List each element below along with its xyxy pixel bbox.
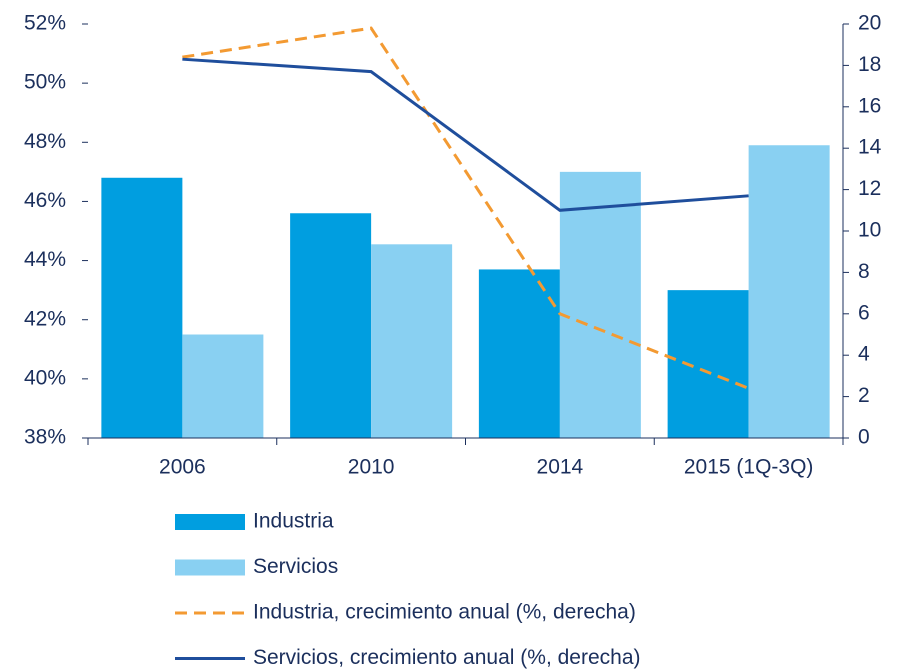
bar xyxy=(101,177,183,438)
bar xyxy=(371,244,453,438)
y2-tick-label: 20 xyxy=(858,12,881,35)
line-series xyxy=(182,26,750,390)
legend-label: Servicios xyxy=(253,555,338,578)
y2-tick-label: 12 xyxy=(858,177,881,200)
x-tick-label: 2015 (1Q-3Q) xyxy=(684,456,814,479)
y2-tick-label: 8 xyxy=(858,260,870,283)
y-tick-label: 40% xyxy=(24,366,66,389)
y2-tick-label: 0 xyxy=(858,426,870,449)
y-tick-label: 44% xyxy=(24,248,66,271)
x-tick-label: 2006 xyxy=(159,456,206,479)
bar xyxy=(478,269,560,438)
line-series xyxy=(182,57,749,212)
bar xyxy=(290,213,372,438)
legend-label: Servicios, crecimiento anual (%, derecha… xyxy=(253,646,641,669)
legend-swatch xyxy=(175,559,245,576)
bar xyxy=(748,145,830,438)
y2-tick-label: 6 xyxy=(858,301,870,324)
y2-tick-label: 16 xyxy=(858,94,881,117)
y2-tick-label: 2 xyxy=(858,384,870,407)
bar xyxy=(667,290,749,438)
y2-tick-label: 4 xyxy=(858,343,870,366)
legend-label: Industria, crecimiento anual (%, derecha… xyxy=(253,601,636,624)
y-tick-label: 46% xyxy=(24,189,66,212)
y2-tick-label: 18 xyxy=(858,53,881,76)
legend-swatch xyxy=(175,514,245,530)
y-tick-label: 42% xyxy=(24,307,66,330)
y-tick-label: 38% xyxy=(24,426,66,449)
x-tick-label: 2010 xyxy=(348,456,395,479)
y-tick-label: 48% xyxy=(24,130,66,153)
x-tick-label: 2014 xyxy=(537,456,584,479)
y-tick-label: 52% xyxy=(24,12,66,35)
y2-tick-label: 10 xyxy=(858,219,881,242)
bar xyxy=(559,171,641,438)
y2-tick-label: 14 xyxy=(858,136,882,159)
bar xyxy=(182,334,264,438)
y-tick-label: 50% xyxy=(24,71,66,94)
legend-label: Industria xyxy=(253,510,334,533)
